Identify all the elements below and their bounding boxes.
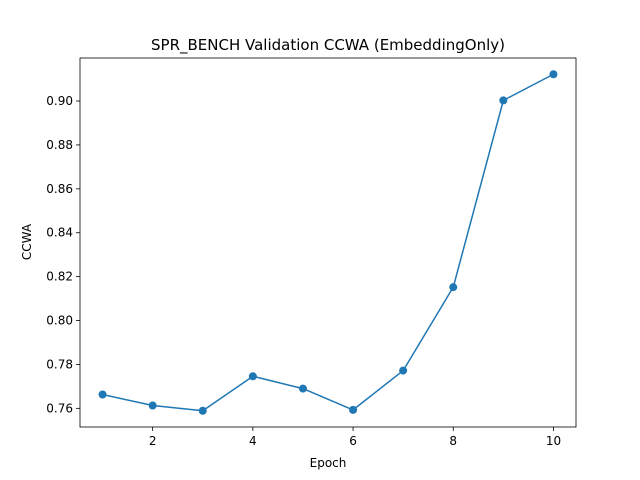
- y-axis-label: CCWA: [20, 223, 34, 260]
- y-tick-label: 0.86: [46, 182, 73, 196]
- data-point: [298, 384, 307, 393]
- series-line: [101, 73, 555, 412]
- x-tick-label: 4: [249, 434, 257, 448]
- data-point: [349, 405, 358, 414]
- y-tick-label: 0.80: [46, 314, 73, 328]
- x-tick-label: 8: [449, 434, 457, 448]
- x-tick-label: 6: [349, 434, 357, 448]
- x-tick-label: 2: [149, 434, 157, 448]
- x-tick-label: 10: [546, 434, 561, 448]
- data-point: [399, 366, 408, 375]
- axes-frame: [79, 57, 577, 428]
- chart-title: SPR_BENCH Validation CCWA (EmbeddingOnly…: [151, 36, 505, 55]
- y-tick-label: 0.78: [46, 357, 73, 371]
- x-axis-label: Epoch: [310, 456, 347, 470]
- data-point: [248, 372, 257, 381]
- data-point: [549, 70, 558, 79]
- plot-area: 2 4 6 8 10 0.76 0.78 0.80 0.82 0.84 0.86 0.88 0.90: [46, 70, 561, 448]
- y-tick-label: 0.84: [46, 226, 73, 240]
- data-point: [449, 283, 458, 292]
- data-point: [499, 96, 508, 105]
- y-tick-label: 0.88: [46, 138, 73, 152]
- data-point: [98, 390, 107, 399]
- data-point: [148, 401, 157, 410]
- data-point: [198, 406, 207, 415]
- y-tick-label: 0.82: [46, 270, 73, 284]
- y-tick-label: 0.90: [46, 94, 73, 108]
- y-tick-label: 0.76: [46, 401, 73, 415]
